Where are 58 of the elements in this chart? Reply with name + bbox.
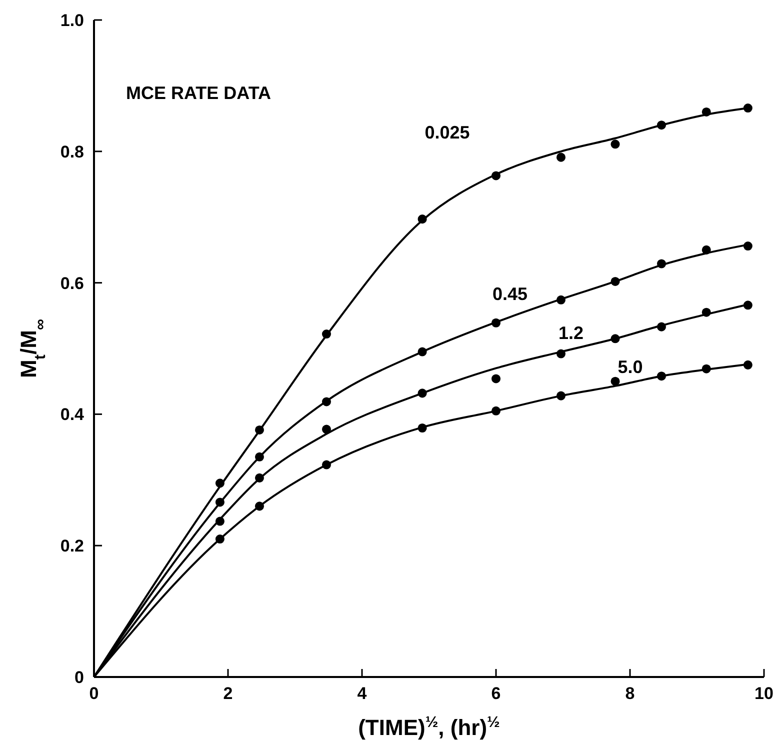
point bbox=[254, 502, 264, 511]
x-tick-label: 10 bbox=[754, 684, 774, 704]
point bbox=[610, 376, 620, 386]
x-tick-label: 6 bbox=[491, 684, 501, 704]
point bbox=[215, 534, 224, 544]
point bbox=[215, 516, 224, 526]
point bbox=[322, 460, 332, 470]
x-tick-label: 0 bbox=[89, 684, 99, 704]
point bbox=[743, 104, 752, 113]
point bbox=[491, 406, 501, 416]
point bbox=[702, 364, 711, 374]
series-label: 1.2 bbox=[558, 322, 584, 343]
point bbox=[556, 349, 566, 358]
point bbox=[322, 330, 332, 339]
point bbox=[656, 120, 666, 130]
y-tick-label: 0.8 bbox=[60, 142, 84, 162]
point bbox=[418, 347, 427, 356]
point bbox=[254, 473, 264, 482]
point bbox=[743, 300, 752, 310]
series-label: 5.0 bbox=[618, 356, 643, 377]
y-tick-label: 0.2 bbox=[60, 536, 84, 556]
point bbox=[743, 360, 752, 370]
point bbox=[322, 397, 332, 406]
point bbox=[702, 107, 711, 116]
point bbox=[254, 452, 264, 462]
y-tick-label: 0 bbox=[74, 668, 84, 688]
point bbox=[656, 322, 666, 332]
point bbox=[656, 259, 666, 268]
point bbox=[702, 245, 711, 254]
x-tick-label: 8 bbox=[625, 684, 635, 704]
y-tick-label: 0.6 bbox=[60, 274, 84, 293]
x-axis-title: (TIME)$^{½}$, (hr)$^{½}$ bbox=[358, 714, 500, 740]
y-tick-label: 1.0 bbox=[60, 11, 84, 30]
point bbox=[418, 388, 427, 398]
point bbox=[556, 391, 566, 400]
point bbox=[556, 295, 566, 304]
y-tick-label: 0.4 bbox=[60, 405, 85, 424]
point bbox=[254, 425, 264, 434]
point bbox=[215, 478, 224, 488]
point bbox=[418, 214, 427, 224]
point bbox=[610, 334, 620, 344]
point bbox=[656, 372, 666, 381]
point bbox=[418, 423, 427, 432]
point bbox=[491, 171, 501, 180]
point bbox=[610, 276, 620, 286]
x-tick-label: 2 bbox=[223, 684, 233, 704]
point bbox=[322, 424, 332, 434]
point bbox=[743, 242, 752, 251]
point bbox=[491, 374, 501, 384]
series-label: 0.45 bbox=[492, 284, 528, 304]
point bbox=[215, 498, 224, 507]
point bbox=[610, 140, 620, 149]
annotation: MCE RATE DATA bbox=[126, 83, 271, 104]
x-tick-label: 4 bbox=[357, 684, 368, 704]
point bbox=[491, 318, 501, 328]
point bbox=[556, 152, 566, 162]
text: 0.025 bbox=[424, 122, 470, 142]
point bbox=[702, 308, 711, 317]
